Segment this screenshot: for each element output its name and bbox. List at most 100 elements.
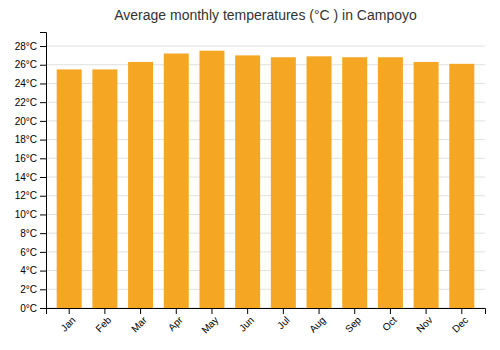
y-tick: 0°C xyxy=(20,303,46,314)
x-tick-mark xyxy=(426,308,427,314)
bar xyxy=(235,55,260,308)
y-tick: 4°C xyxy=(20,265,46,276)
y-axis-line xyxy=(40,33,47,309)
y-tick-mark xyxy=(40,289,46,290)
title: Average monthly temperatures (°C ) in Ca… xyxy=(114,7,417,23)
x-tick-mark xyxy=(461,308,462,314)
x-tick-label: Apr xyxy=(166,314,185,333)
bar xyxy=(57,69,82,308)
x-tick-mark xyxy=(283,308,284,314)
y-tick: 2°C xyxy=(20,284,46,295)
x-axis: Jan Feb Mar Apr May Jun Jul Aug Sep Oct Nov Dec xyxy=(47,308,486,336)
x-tick: Sep xyxy=(343,308,364,335)
x-tick-label: Feb xyxy=(93,314,113,334)
x-tick-mark xyxy=(69,308,70,314)
y-tick-mark xyxy=(40,252,46,253)
y-tick: 10°C xyxy=(15,209,46,220)
y-tick-mark xyxy=(40,158,46,159)
x-tick: Jun xyxy=(237,308,256,334)
plot: 0°C 2°C 4°C 6°C 8°C 10°C 12°C 14°C 16°C 18°C 20°C 2… xyxy=(15,33,486,336)
x-tick-label: Nov xyxy=(414,314,434,334)
y-tick-mark xyxy=(40,140,46,141)
y-tick-mark xyxy=(40,271,46,272)
x-tick-mark xyxy=(247,308,248,314)
x-tick-label: Jan xyxy=(59,314,78,333)
bar xyxy=(449,64,474,308)
y-tick-mark xyxy=(40,233,46,234)
y-tick: 18°C xyxy=(15,134,46,145)
bar xyxy=(92,69,117,308)
y-tick-label: 4°C xyxy=(20,265,37,276)
y-tick-label: 14°C xyxy=(15,172,37,183)
y-tick-label: 24°C xyxy=(15,78,37,89)
x-tick-label: May xyxy=(199,314,220,335)
bar xyxy=(128,62,153,308)
bar xyxy=(164,54,189,308)
x-tick-mark xyxy=(390,308,391,314)
y-tick-label: 28°C xyxy=(15,41,37,52)
y-tick-mark xyxy=(40,308,46,309)
y-tick: 26°C xyxy=(15,59,46,70)
x-tick-label: Jun xyxy=(237,314,256,333)
x-tick-label: Sep xyxy=(343,314,364,335)
y-tick-label: 26°C xyxy=(15,59,37,70)
x-tick: May xyxy=(199,308,220,336)
bar xyxy=(307,56,332,308)
y-tick: 28°C xyxy=(15,41,46,52)
chart: 0°C 2°C 4°C 6°C 8°C 10°C 12°C 14°C 16°C 18°C 20°C 2… xyxy=(0,0,500,350)
y-tick: 24°C xyxy=(15,78,46,89)
x-tick: Feb xyxy=(93,308,113,334)
y-tick: 14°C xyxy=(15,172,46,183)
y-tick: 12°C xyxy=(15,190,46,201)
y-tick-mark xyxy=(40,83,46,84)
x-tick: Aug xyxy=(307,308,327,335)
x-tick: Jan xyxy=(59,308,78,334)
x-tick: Mar xyxy=(129,308,149,334)
y-tick-label: 16°C xyxy=(15,153,37,164)
x-tick-label: Oct xyxy=(380,314,399,333)
y-tick: 16°C xyxy=(15,153,46,164)
x-tick-mark xyxy=(211,308,212,314)
bars xyxy=(57,51,475,308)
x-tick-mark xyxy=(140,308,141,314)
y-tick-label: 8°C xyxy=(20,228,37,239)
x-tick-mark xyxy=(176,308,177,314)
y-tick-label: 0°C xyxy=(20,303,37,314)
x-tick-mark xyxy=(104,308,105,314)
x-tick: Apr xyxy=(166,308,185,333)
bar xyxy=(199,51,224,308)
x-tick-mark xyxy=(319,308,320,314)
x-axis-line xyxy=(47,309,486,315)
y-tick-mark xyxy=(40,46,46,47)
y-tick-mark xyxy=(40,102,46,103)
y-tick: 6°C xyxy=(20,247,46,258)
x-tick-mark xyxy=(354,308,355,314)
x-tick: Jul xyxy=(275,308,292,331)
grid xyxy=(46,46,485,308)
bar xyxy=(378,57,403,308)
x-tick-label: Jul xyxy=(275,314,292,331)
y-tick-mark xyxy=(40,177,46,178)
x-tick-label: Dec xyxy=(450,314,470,334)
y-tick-label: 22°C xyxy=(15,97,37,108)
y-tick: 8°C xyxy=(20,228,46,239)
x-tick-label: Aug xyxy=(307,314,327,334)
x-tick-label: Mar xyxy=(129,314,149,334)
y-tick-mark xyxy=(40,214,46,215)
y-tick-label: 2°C xyxy=(20,284,37,295)
bar xyxy=(414,62,439,308)
x-tick: Oct xyxy=(380,308,399,333)
y-tick-label: 18°C xyxy=(15,134,37,145)
y-tick-label: 10°C xyxy=(15,209,37,220)
grid-line xyxy=(46,46,485,47)
bar xyxy=(342,57,367,308)
y-tick-label: 20°C xyxy=(15,116,37,127)
x-tick: Dec xyxy=(450,308,470,335)
x-tick: Nov xyxy=(414,308,434,335)
y-tick: 22°C xyxy=(15,97,46,108)
y-tick: 20°C xyxy=(15,116,46,127)
y-axis: 0°C 2°C 4°C 6°C 8°C 10°C 12°C 14°C 16°C 18°C 20°C 2… xyxy=(15,33,47,314)
y-tick-label: 6°C xyxy=(20,247,37,258)
y-tick-label: 12°C xyxy=(15,190,37,201)
bar xyxy=(271,57,296,308)
